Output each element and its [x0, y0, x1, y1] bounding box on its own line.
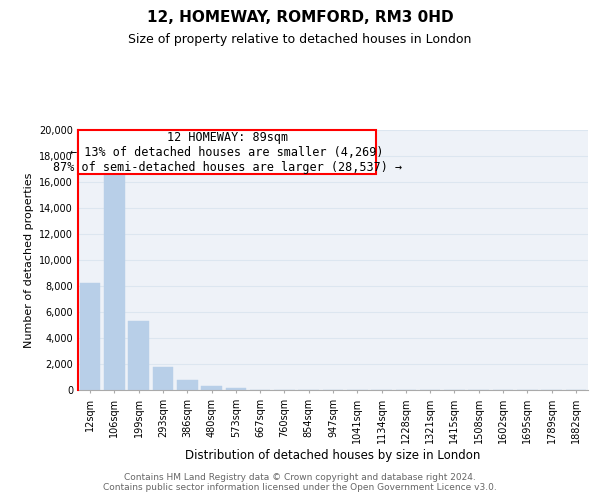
- Bar: [201, 386, 222, 390]
- Text: 12, HOMEWAY, ROMFORD, RM3 0HD: 12, HOMEWAY, ROMFORD, RM3 0HD: [146, 10, 454, 25]
- X-axis label: Distribution of detached houses by size in London: Distribution of detached houses by size …: [185, 448, 481, 462]
- Bar: [80, 284, 100, 390]
- Y-axis label: Number of detached properties: Number of detached properties: [24, 172, 34, 348]
- FancyBboxPatch shape: [78, 130, 376, 174]
- Text: Contains HM Land Registry data © Crown copyright and database right 2024.
Contai: Contains HM Land Registry data © Crown c…: [103, 473, 497, 492]
- Bar: [104, 176, 125, 390]
- Bar: [152, 367, 173, 390]
- Bar: [128, 321, 149, 390]
- Bar: [226, 388, 246, 390]
- Text: Size of property relative to detached houses in London: Size of property relative to detached ho…: [128, 32, 472, 46]
- Bar: [177, 380, 197, 390]
- Text: 12 HOMEWAY: 89sqm
← 13% of detached houses are smaller (4,269)
87% of semi-detac: 12 HOMEWAY: 89sqm ← 13% of detached hous…: [53, 130, 402, 174]
